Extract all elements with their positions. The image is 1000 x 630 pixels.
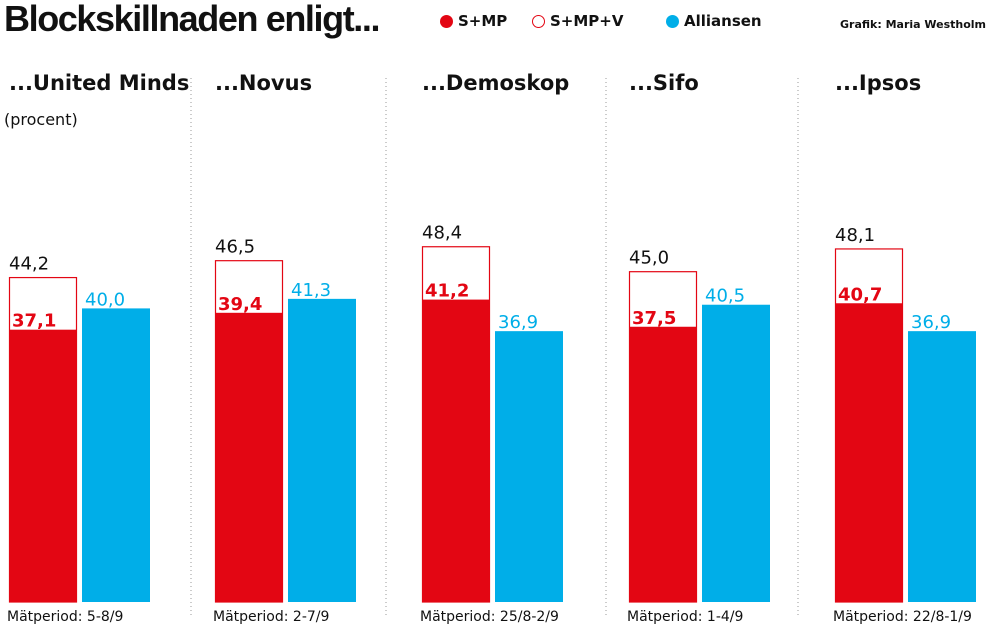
bar-smp bbox=[835, 303, 903, 602]
value-label-smpv: 48,4 bbox=[422, 223, 462, 244]
bar-alliansen bbox=[288, 298, 356, 602]
bar-alliansen bbox=[908, 331, 976, 602]
legend-label-smpv: S+MP+V bbox=[550, 12, 624, 30]
bar-alliansen bbox=[495, 331, 563, 602]
legend-label-smp: S+MP bbox=[458, 12, 508, 30]
credit-text: Grafik: Maria Westholm bbox=[840, 18, 987, 31]
legend-swatch-alliansen bbox=[666, 14, 679, 28]
value-label-smp: 41,2 bbox=[425, 281, 469, 302]
legend-label-alliansen: Alliansen bbox=[684, 12, 762, 30]
bar-alliansen bbox=[82, 308, 150, 602]
period-label: Mätperiod: 2-7/9 bbox=[213, 609, 329, 625]
value-label-smpv: 45,0 bbox=[629, 248, 669, 269]
value-label-smp: 37,5 bbox=[632, 308, 676, 329]
period-label: Mätperiod: 22/8-1/9 bbox=[833, 609, 972, 625]
panel-title: ...Demoskop bbox=[422, 71, 569, 95]
unit-label: (procent) bbox=[4, 110, 78, 129]
panel-title: ...Sifo bbox=[629, 71, 699, 95]
value-label-alliansen: 41,3 bbox=[291, 280, 331, 301]
bar-smp bbox=[422, 299, 490, 602]
legend-item-smp: S+MP bbox=[440, 12, 507, 30]
period-label: Mätperiod: 25/8-2/9 bbox=[420, 609, 559, 625]
value-label-smpv: 46,5 bbox=[215, 237, 255, 258]
panel-title: ...Ipsos bbox=[835, 71, 921, 95]
bar-alliansen bbox=[702, 304, 770, 602]
legend-swatch-smp bbox=[440, 14, 453, 28]
panel-title: ...Novus bbox=[215, 71, 312, 95]
legend-item-smpv: S+MP+V bbox=[532, 12, 623, 30]
legend-item-alliansen: Alliansen bbox=[666, 12, 762, 30]
value-label-smp: 37,1 bbox=[12, 311, 56, 332]
value-label-alliansen: 36,9 bbox=[911, 312, 951, 333]
value-label-alliansen: 36,9 bbox=[498, 312, 538, 333]
bar-smp bbox=[9, 329, 77, 602]
legend: S+MP S+MP+V Alliansen bbox=[440, 12, 820, 36]
bar-smp bbox=[215, 312, 283, 602]
value-label-alliansen: 40,5 bbox=[705, 286, 745, 307]
value-label-smpv: 44,2 bbox=[9, 254, 49, 275]
value-label-smp: 40,7 bbox=[838, 284, 882, 305]
page-title: Blockskillnaden enligt... bbox=[4, 0, 381, 39]
bar-smp bbox=[629, 326, 697, 602]
period-label: Mätperiod: 1-4/9 bbox=[627, 609, 743, 625]
value-label-alliansen: 40,0 bbox=[85, 289, 125, 310]
panel-title: ...United Minds bbox=[9, 71, 189, 95]
period-label: Mätperiod: 5-8/9 bbox=[7, 609, 123, 625]
value-label-smp: 39,4 bbox=[218, 294, 262, 315]
legend-swatch-smpv bbox=[532, 14, 545, 28]
value-label-smpv: 48,1 bbox=[835, 225, 875, 246]
